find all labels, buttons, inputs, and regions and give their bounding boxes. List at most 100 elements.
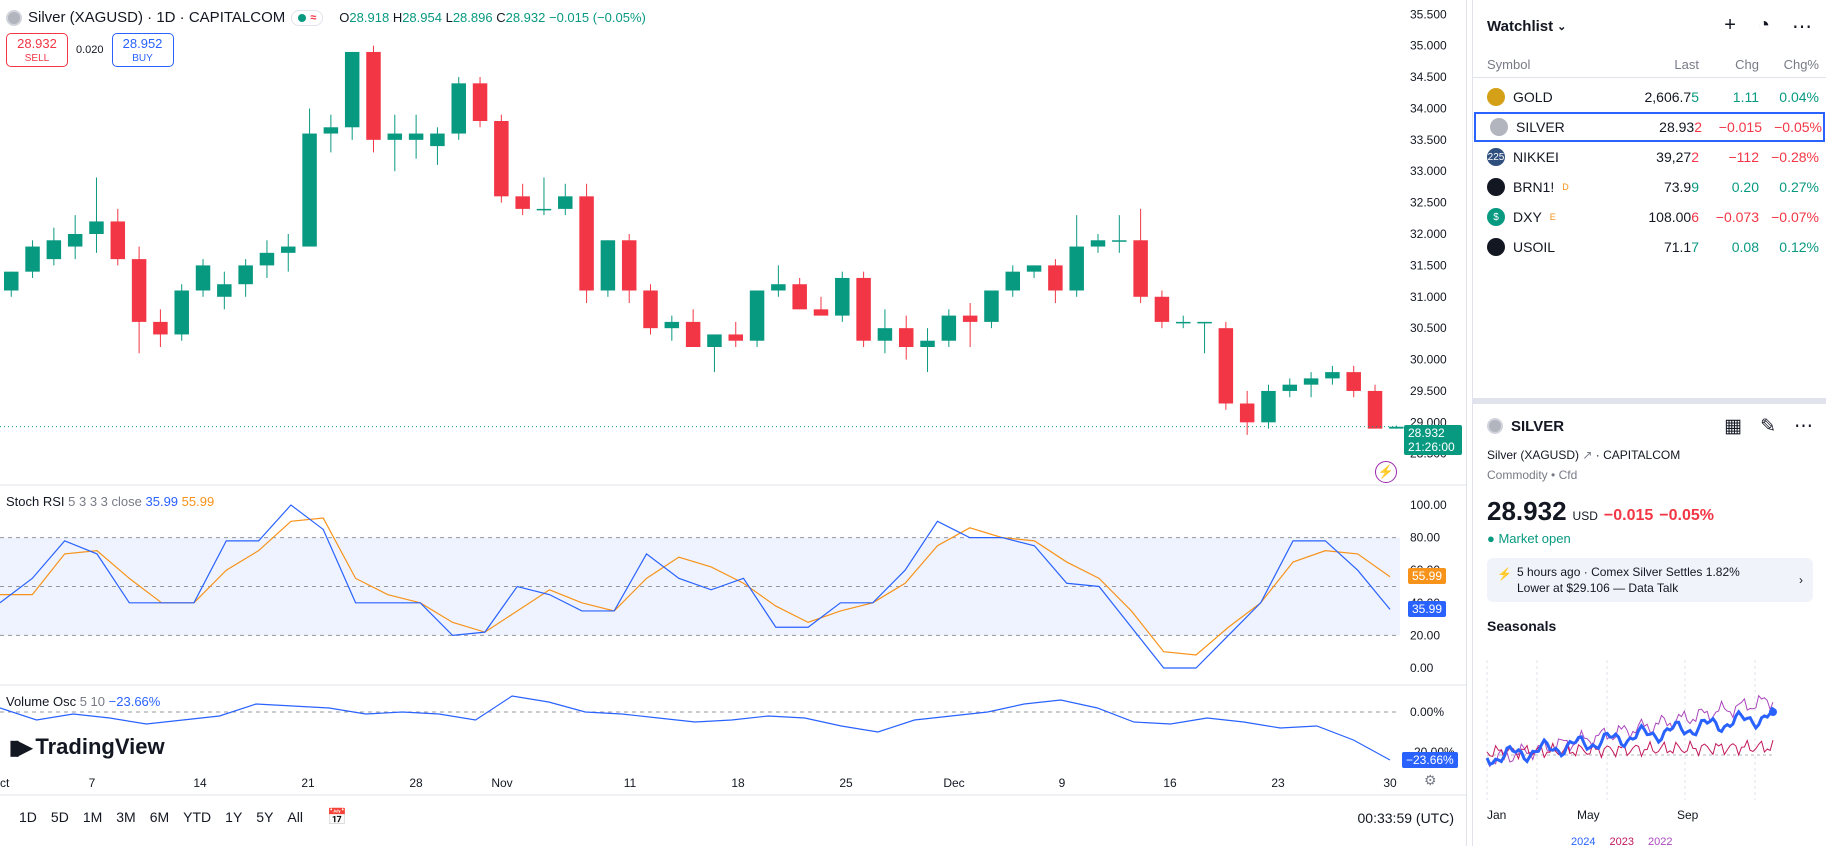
col-chg[interactable]: Chg [1735,57,1759,72]
ohlc-readout: O28.918 H28.954 L28.896 C28.932 −0.015 (… [339,10,646,25]
stoch-d-line [0,517,1391,656]
watchlist-row-brn1[interactable]: BRN1! D 73.99 0.20 0.27% [1473,172,1826,202]
row-symbol: GOLD [1487,88,1627,106]
chart-pie-icon[interactable]: ◔ [1757,13,1770,36]
symbol-details: SILVER ▦ ✎ ⋯ Silver (XAGUSD) ↗ · CAPITALCO… [1473,404,1826,634]
settings-gear-icon[interactable]: ⚙ [1424,772,1437,788]
row-symbol: SILVER [1490,118,1630,136]
buy-button[interactable]: 28.952 BUY [111,33,174,67]
col-symbol[interactable]: Symbol [1487,57,1531,72]
candle-body [1069,246,1084,291]
row-chgp: −0.07% [1771,209,1819,225]
candle-body [877,328,893,341]
row-last: 108.006 [1648,209,1699,225]
chart-area[interactable]: 35.500 35.000 34.500 34.000 33.500 33.000 32.5… [0,0,1467,846]
calendar-icon[interactable]: 📅 [326,809,347,826]
price-tick-label: 30.500 [1410,321,1447,335]
candle-body [941,315,957,341]
watchlist-row-usoil[interactable]: USOIL 71.17 0.08 0.12% [1473,232,1826,262]
price-tick-label: 34.500 [1410,70,1447,84]
watchlist-row-nikkei[interactable]: 225 NIKKEI 39,272 −112 −0.28% [1473,142,1826,172]
chart-canvas[interactable]: 35.500 35.000 34.500 34.000 33.500 33.000 32.5… [0,0,1467,846]
utc-clock[interactable]: 00:33:59 (UTC) [1357,810,1454,826]
range-ytd[interactable]: YTD [183,809,212,825]
price-tick-label: 31.500 [1410,258,1447,272]
legend-2023: 2023 [1609,836,1634,846]
row-symbol: $ DXY E [1487,208,1627,226]
row-last: 71.17 [1663,239,1699,255]
time-axis-label: 23 [1271,776,1285,790]
row-chg: −0.073 [1715,209,1759,225]
time-axis-label: 21 [301,776,315,790]
candle-body [664,321,680,329]
news-item[interactable]: ⚡ 5 hours ago · Comex Silver Settles 1.8… [1487,558,1813,602]
candle-body [323,127,339,134]
oil-drop-icon [1487,238,1505,256]
chevron-down-icon[interactable]: ⌄ [1557,20,1567,33]
range-bar: 1D 5D 1M 3M 6M YTD 1Y 5Y All 📅 [0,800,1467,834]
candle-body [238,265,253,285]
time-axis-label: Nov [491,776,512,790]
sell-button[interactable]: 28.932 SELL [6,33,68,67]
candle-body [408,133,424,140]
more-icon[interactable]: ⋯ [1792,15,1812,38]
candle-body [1026,265,1042,272]
range-5y[interactable]: 5Y [256,809,274,825]
approx-icon: ≈ [310,11,317,24]
add-symbol-icon[interactable]: + [1724,13,1736,36]
candle-body [813,309,829,316]
oil-drop-icon [1487,178,1505,196]
candle-body [1367,390,1383,429]
row-chg: 0.08 [1731,239,1759,255]
stoch-tick-label: 100.00 [1410,498,1447,512]
seasonals-title[interactable]: Seasonals [1487,618,1557,634]
range-3m[interactable]: 3M [116,809,136,825]
month-label: Sep [1677,808,1699,822]
candle-body [1282,384,1298,391]
external-link-icon[interactable]: ↗ [1582,448,1593,462]
watchlist-row-silver[interactable]: SILVER 28.932 −0.015 −0.05% [1474,112,1825,142]
volume-osc-legend[interactable]: Volume Osc 5 10 −23.66% [6,694,161,709]
candle-body [984,290,999,322]
watchlist-title[interactable]: Watchlist [1487,17,1554,35]
range-1m[interactable]: 1M [82,809,103,825]
panel-divider[interactable] [1473,398,1826,404]
time-axis-label: 30 [1383,776,1397,790]
grid-icon[interactable]: ▦ [1724,415,1743,437]
market-status-pill[interactable]: ≈ [291,9,324,26]
candle-body [217,284,232,297]
row-chgp: −0.05% [1774,119,1822,135]
month-label: Jan [1487,808,1507,822]
watchlist-row-dxy[interactable]: $ DXY E 108.006 −0.073 −0.07% [1473,202,1826,232]
symbol-title[interactable]: Silver (XAGUSD) · 1D · CAPITALCOM [28,9,286,26]
candle-body [1389,426,1404,429]
candle-body [856,277,871,341]
col-chgp[interactable]: Chg% [1783,57,1819,72]
candle-body [494,121,509,197]
row-last: 73.99 [1663,179,1699,195]
candle-body [67,234,83,247]
watchlist-row-gold[interactable]: GOLD 2,606.75 1.11 0.04% [1473,82,1826,112]
tradingview-logo: ▮▶ TradingView [9,734,165,759]
range-1d[interactable]: 1D [19,809,37,825]
row-chgp: −0.28% [1771,149,1819,165]
col-last[interactable]: Last [1674,57,1699,72]
row-last: 39,272 [1656,149,1699,165]
candle-body [515,196,530,209]
range-5d[interactable]: 5D [50,809,69,825]
seasonals-2023-line [1486,738,1774,761]
stoch-d-tag: 55.99 [1408,568,1447,584]
lightning-icon[interactable]: ⚡ [1375,461,1397,483]
more-icon[interactable]: ⋯ [1794,415,1813,437]
range-1y[interactable]: 1Y [225,809,243,825]
price-tick-label: 30.000 [1410,353,1447,367]
candle-body [536,208,552,211]
candle-body [579,196,594,291]
candle-body [1346,372,1361,391]
time-axis-label: Dec [943,776,964,790]
range-6m[interactable]: 6M [149,809,170,825]
stoch-rsi-legend[interactable]: Stoch RSI 5 3 3 3 close 35.99 55.99 [6,494,215,509]
range-all[interactable]: All [287,809,303,825]
candle-body [89,221,104,234]
edit-icon[interactable]: ✎ [1760,415,1776,437]
